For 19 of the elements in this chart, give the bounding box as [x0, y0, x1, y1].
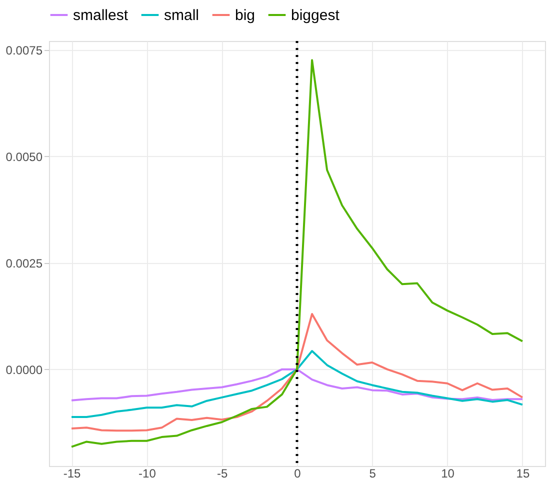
y-tick-label: 0.0075 [6, 43, 43, 58]
line-series [70, 59, 524, 448]
x-tick-label: 0 [294, 466, 302, 480]
x-tick-label: 10 [441, 466, 455, 480]
x-tick-label: 15 [516, 466, 530, 480]
legend-label: smallest [73, 7, 129, 24]
legend-label: big [235, 7, 256, 24]
x-tick-label: -15 [63, 466, 82, 480]
x-tick-label: -10 [138, 466, 156, 480]
y-tick-label: 0.0000 [6, 362, 43, 377]
legend-label: biggest [291, 7, 340, 24]
line-series [70, 368, 524, 402]
line-series [70, 350, 524, 418]
legend-label: small [164, 7, 200, 24]
x-tick-label: 5 [369, 466, 376, 480]
x-tick-label: -5 [217, 466, 228, 480]
line-series [70, 312, 524, 432]
y-tick-label: 0.0025 [6, 256, 43, 270]
y-tick-label: 0.0050 [6, 150, 43, 164]
